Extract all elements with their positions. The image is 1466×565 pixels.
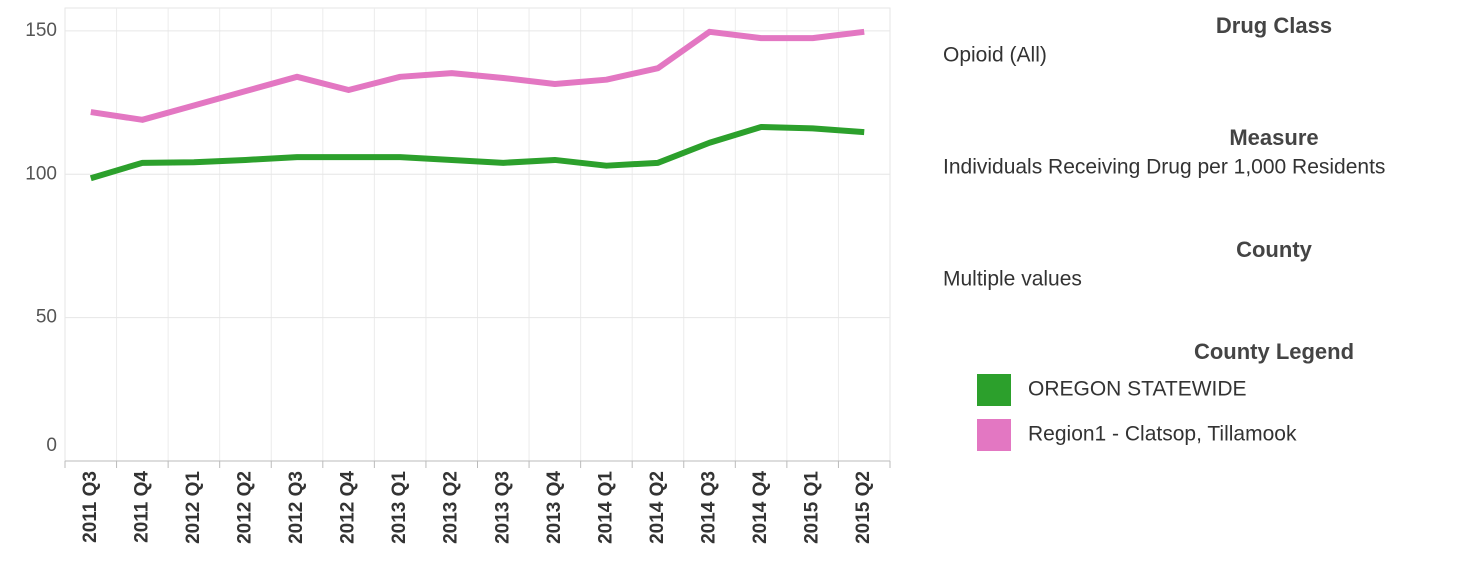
x-tick-label: 2015 Q2 [853,471,874,544]
filter-value: Individuals Receiving Drug per 1,000 Res… [943,156,1385,179]
x-tick-label: 2014 Q1 [595,471,616,544]
y-tick-label: 150 [25,20,57,41]
x-tick-label: 2014 Q2 [647,471,668,544]
x-tick-label: 2012 Q3 [286,471,307,544]
x-tick-label: 2014 Q3 [699,471,720,544]
filter-title: Drug Class [1216,13,1332,38]
x-tick-label: 2013 Q2 [441,471,462,544]
series-line [89,123,865,182]
x-tick-label: 2012 Q2 [234,471,255,544]
x-tick-label: 2014 Q4 [750,471,771,544]
filter-value: Multiple values [943,268,1082,291]
legend-label: OREGON STATEWIDE [1028,378,1247,401]
filter-value: Opioid (All) [943,44,1047,67]
x-tick-label: 2013 Q3 [492,471,513,544]
x-tick-label: 2012 Q4 [338,471,359,544]
legend-swatch [977,419,1011,451]
x-tick-label: 2013 Q4 [544,471,565,544]
legend-title: County Legend [1194,339,1354,364]
x-tick-label: 2011 Q3 [80,471,101,543]
legend-swatch [977,374,1011,406]
legend-label: Region1 - Clatsop, Tillamook [1028,423,1297,446]
y-tick-label: 100 [25,163,57,184]
x-tick-label: 2012 Q1 [183,471,204,544]
x-tick-label: 2013 Q1 [389,471,410,544]
x-tick-label: 2015 Q1 [802,471,823,544]
series-line [90,28,865,123]
x-tick-label: 2011 Q4 [131,471,152,543]
filter-title: Measure [1229,125,1318,150]
y-tick-label: 0 [46,435,57,456]
y-tick-label: 50 [36,307,57,328]
filter-title: County [1236,237,1313,262]
